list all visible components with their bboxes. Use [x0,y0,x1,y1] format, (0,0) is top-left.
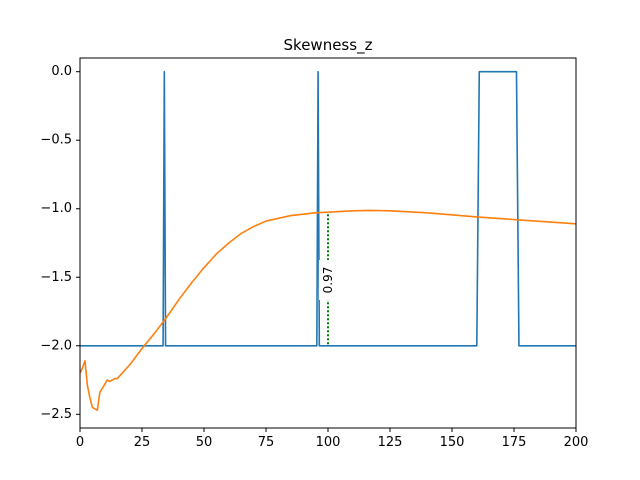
y-tick-label: −0.5 [40,133,72,148]
x-tick-label: 200 [564,435,589,450]
x-tick-label: 175 [502,435,527,450]
plot-area: 0.97 [79,70,577,411]
series-line-2 [79,209,577,411]
y-tick-label: −1.0 [40,201,72,216]
annotation-label: 0.97 [321,267,335,294]
annotation-label-background [319,260,337,300]
y-tick-label: 0.0 [51,64,72,79]
y-tick-label: −2.0 [40,338,72,353]
y-tick-label: −1.5 [40,270,72,285]
x-tick-label: 25 [134,435,151,450]
x-tick-label: 75 [258,435,275,450]
chart-title: Skewness_z [284,36,373,55]
series-line-1 [80,70,576,347]
x-tick-label: 150 [440,435,465,450]
y-tick-label: −2.5 [40,407,72,422]
y-axis: 0.0 −0.5 −1.0 −1.5 −2.0 −2.5 [40,64,80,422]
x-tick-label: 50 [196,435,213,450]
x-tick-label: 0 [76,435,84,450]
x-tick-label: 100 [316,435,341,450]
x-axis: 0 25 50 75 100 125 150 175 200 [76,428,589,450]
x-tick-label: 125 [378,435,403,450]
